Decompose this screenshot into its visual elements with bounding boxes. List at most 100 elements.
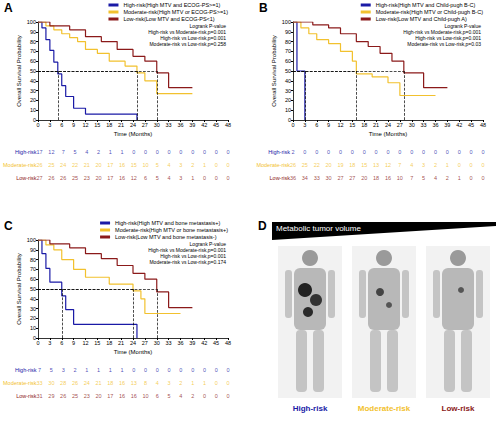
svg-text:0: 0	[215, 393, 218, 399]
svg-text:16: 16	[385, 175, 391, 181]
svg-text:80: 80	[285, 39, 291, 45]
svg-text:2: 2	[179, 380, 182, 386]
svg-text:Moderate-risk: Moderate-risk	[358, 404, 411, 413]
svg-text:20: 20	[30, 315, 36, 321]
svg-text:30: 30	[154, 122, 160, 128]
svg-text:25: 25	[48, 162, 54, 168]
svg-text:39: 39	[189, 122, 195, 128]
svg-text:17: 17	[107, 393, 113, 399]
svg-text:30: 30	[285, 88, 291, 94]
svg-text:33: 33	[166, 122, 172, 128]
svg-text:0: 0	[375, 149, 378, 155]
svg-text:5: 5	[156, 175, 159, 181]
svg-text:18: 18	[361, 122, 367, 128]
svg-text:5: 5	[50, 367, 53, 373]
svg-text:30: 30	[154, 340, 160, 346]
svg-text:19: 19	[337, 162, 343, 168]
svg-text:18: 18	[106, 122, 112, 128]
svg-text:0: 0	[226, 149, 229, 155]
svg-text:90: 90	[30, 29, 36, 35]
svg-text:3: 3	[48, 122, 51, 128]
svg-text:1: 1	[203, 162, 206, 168]
svg-text:2: 2	[191, 393, 194, 399]
svg-text:27: 27	[349, 175, 355, 181]
svg-text:33: 33	[421, 122, 427, 128]
svg-text:90: 90	[30, 247, 36, 253]
svg-text:12: 12	[131, 175, 137, 181]
svg-text:10: 10	[30, 325, 36, 331]
svg-text:5: 5	[156, 162, 159, 168]
svg-text:12: 12	[337, 122, 343, 128]
svg-text:15: 15	[131, 162, 137, 168]
svg-text:2: 2	[191, 162, 194, 168]
svg-text:9: 9	[72, 340, 75, 346]
svg-text:27: 27	[397, 122, 403, 128]
svg-text:6: 6	[315, 122, 318, 128]
svg-text:17: 17	[107, 162, 113, 168]
svg-text:0: 0	[410, 149, 413, 155]
svg-text:Low-risk(Low MTV and ECOG-PS<1: Low-risk(Low MTV and ECOG-PS<1)	[123, 16, 214, 22]
svg-text:Low-risk: Low-risk	[270, 175, 291, 181]
svg-text:12: 12	[82, 340, 88, 346]
svg-text:50: 50	[30, 68, 36, 74]
svg-text:0: 0	[458, 149, 461, 155]
svg-text:20: 20	[95, 162, 101, 168]
svg-text:Overall Survival Probability: Overall Survival Probability	[16, 253, 22, 325]
svg-text:100: 100	[27, 19, 36, 25]
svg-text:18: 18	[106, 340, 112, 346]
svg-text:0: 0	[481, 149, 484, 155]
svg-text:70: 70	[30, 48, 36, 54]
svg-text:10: 10	[143, 162, 149, 168]
svg-text:23: 23	[84, 175, 90, 181]
svg-text:2: 2	[73, 367, 76, 373]
svg-text:21: 21	[118, 340, 124, 346]
svg-text:0: 0	[446, 149, 449, 155]
svg-text:0: 0	[386, 149, 389, 155]
svg-text:26: 26	[37, 162, 43, 168]
svg-text:21: 21	[118, 122, 124, 128]
svg-text:6: 6	[60, 122, 63, 128]
svg-text:Low-risk: Low-risk	[16, 393, 37, 399]
svg-text:45: 45	[213, 122, 219, 128]
svg-text:48: 48	[225, 122, 231, 128]
svg-text:6: 6	[60, 340, 63, 346]
svg-text:0: 0	[434, 149, 437, 155]
svg-text:0: 0	[156, 149, 159, 155]
svg-text:39: 39	[189, 340, 195, 346]
svg-text:Overall Survival Probability: Overall Survival Probability	[16, 35, 22, 107]
svg-text:27: 27	[142, 340, 148, 346]
svg-text:60: 60	[30, 58, 36, 64]
svg-text:0: 0	[470, 175, 473, 181]
svg-text:0: 0	[315, 149, 318, 155]
svg-text:0: 0	[422, 149, 425, 155]
svg-text:16: 16	[119, 393, 125, 399]
svg-text:50: 50	[30, 286, 36, 292]
svg-text:1: 1	[121, 149, 124, 155]
svg-text:0: 0	[191, 149, 194, 155]
svg-text:20: 20	[361, 175, 367, 181]
svg-text:60: 60	[30, 276, 36, 282]
svg-text:5: 5	[168, 393, 171, 399]
svg-text:4: 4	[85, 149, 88, 155]
svg-text:3: 3	[303, 122, 306, 128]
svg-text:21: 21	[95, 380, 101, 386]
svg-text:26: 26	[72, 380, 78, 386]
svg-text:33: 33	[314, 175, 320, 181]
svg-text:0: 0	[36, 340, 39, 346]
svg-text:3: 3	[422, 162, 425, 168]
svg-text:1: 1	[109, 367, 112, 373]
svg-text:17: 17	[37, 149, 43, 155]
svg-text:7: 7	[62, 149, 65, 155]
svg-text:0: 0	[168, 149, 171, 155]
svg-text:0: 0	[144, 149, 147, 155]
svg-text:0: 0	[470, 149, 473, 155]
svg-text:Time (Months): Time (Months)	[114, 349, 152, 355]
svg-text:Time (Months): Time (Months)	[114, 131, 152, 137]
svg-text:0: 0	[203, 393, 206, 399]
svg-text:50: 50	[285, 68, 291, 74]
svg-text:Overall Survival Probability: Overall Survival Probability	[271, 35, 277, 107]
svg-text:100: 100	[282, 19, 291, 25]
svg-text:0: 0	[481, 175, 484, 181]
svg-text:0: 0	[215, 175, 218, 181]
svg-text:1: 1	[458, 175, 461, 181]
